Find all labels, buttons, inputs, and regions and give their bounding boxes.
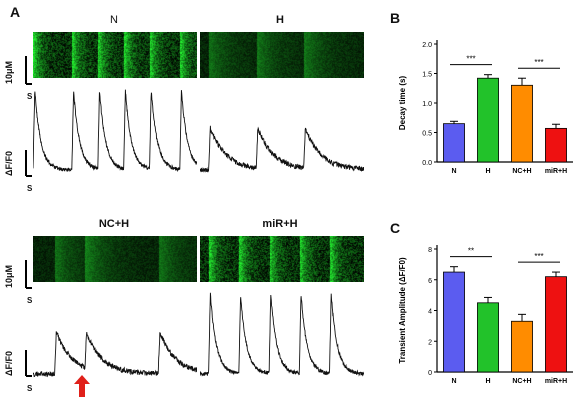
scale-length-label-bottom: 10μM [4, 264, 14, 288]
condition-label-n: N [110, 14, 118, 26]
trace-line [33, 89, 197, 173]
bar-h [477, 77, 499, 163]
bar-nch [511, 84, 533, 163]
linescan-image-n [33, 32, 197, 78]
fluorescence-trace-mir-h [200, 292, 364, 377]
x-tick-label: N [451, 168, 456, 175]
fluorescence-trace-nc-h [33, 331, 197, 378]
trace-time-label-top: S [27, 184, 33, 193]
y-tick-label: 0.5 [422, 131, 432, 138]
panel-a-letter: A [10, 4, 21, 20]
condition-label-nc-h: NC+H [98, 218, 130, 230]
trace-line [33, 331, 197, 378]
x-tick-label: H [485, 168, 490, 175]
linescan-image-h [200, 32, 364, 78]
bar-mirh [545, 276, 567, 373]
trace-scale-bar [25, 150, 32, 177]
red-arrow-icon [74, 375, 90, 397]
linescan-image-mir-h [200, 236, 364, 282]
significance-label: *** [534, 58, 543, 67]
fluorescence-trace-n [33, 89, 197, 173]
scale-time-label-top: S [27, 92, 33, 101]
decay-time-chart: 0.0 0.5 1.0 1.5 2.0 Decay time (s) N H NC+H miR+H… [398, 40, 573, 175]
y-tick-label: 8 [428, 247, 432, 254]
significance-label: *** [534, 252, 543, 261]
y-tick-label: 2.0 [422, 42, 432, 49]
y-tick-label: 1.0 [422, 101, 432, 108]
x-tick-label: miR+H [545, 168, 567, 175]
image-scale-bar-lower [25, 260, 32, 289]
y-tick-label: 6 [428, 278, 432, 285]
y-tick-label: 0.0 [422, 160, 432, 167]
bar-n [443, 123, 465, 163]
scale-length-label-top: 10μM [4, 60, 14, 84]
x-tick-label: H [485, 378, 490, 385]
panel-b-letter: B [390, 10, 401, 26]
trace-line [200, 292, 364, 377]
y-tick-label: 0 [428, 370, 432, 377]
significance-label: *** [466, 55, 475, 64]
y-tick-label: 1.5 [422, 72, 432, 79]
condition-label-mir-h: miR+H [262, 218, 298, 230]
bar-n [443, 271, 465, 373]
scale-time-label-bottom: S [27, 296, 33, 305]
x-tick-label: NC+H [512, 168, 531, 175]
trace-scale-bar-lower [25, 350, 32, 377]
x-tick-label: NC+H [512, 378, 531, 385]
fluorescence-trace-h [200, 125, 364, 173]
bar-nch [511, 320, 533, 373]
trace-ylabel-bottom: ΔF/F0 [4, 351, 14, 376]
trace-time-label-bottom: S [27, 384, 33, 393]
panel-c-letter: C [390, 220, 401, 236]
x-tick-label: miR+H [545, 378, 567, 385]
bar-mirh [545, 127, 567, 163]
y-axis-label: Decay time (s) [398, 76, 407, 131]
linescan-image-nc-h [33, 236, 197, 282]
trace-ylabel-top: ΔF/F0 [4, 151, 14, 176]
transient-amplitude-chart: 0 2 4 6 8 Transient Amplitude (ΔF/F0) N H NC+H mi… [398, 245, 573, 385]
significance-label: ** [468, 247, 474, 256]
condition-label-h: H [276, 14, 284, 26]
x-tick-label: N [451, 378, 456, 385]
image-scale-bar [25, 56, 32, 85]
bar-h [477, 302, 499, 373]
y-tick-label: 4 [428, 309, 432, 316]
y-tick-label: 2 [428, 339, 432, 346]
trace-line [200, 125, 364, 173]
y-axis-label: Transient Amplitude (ΔF/F0) [398, 257, 407, 364]
